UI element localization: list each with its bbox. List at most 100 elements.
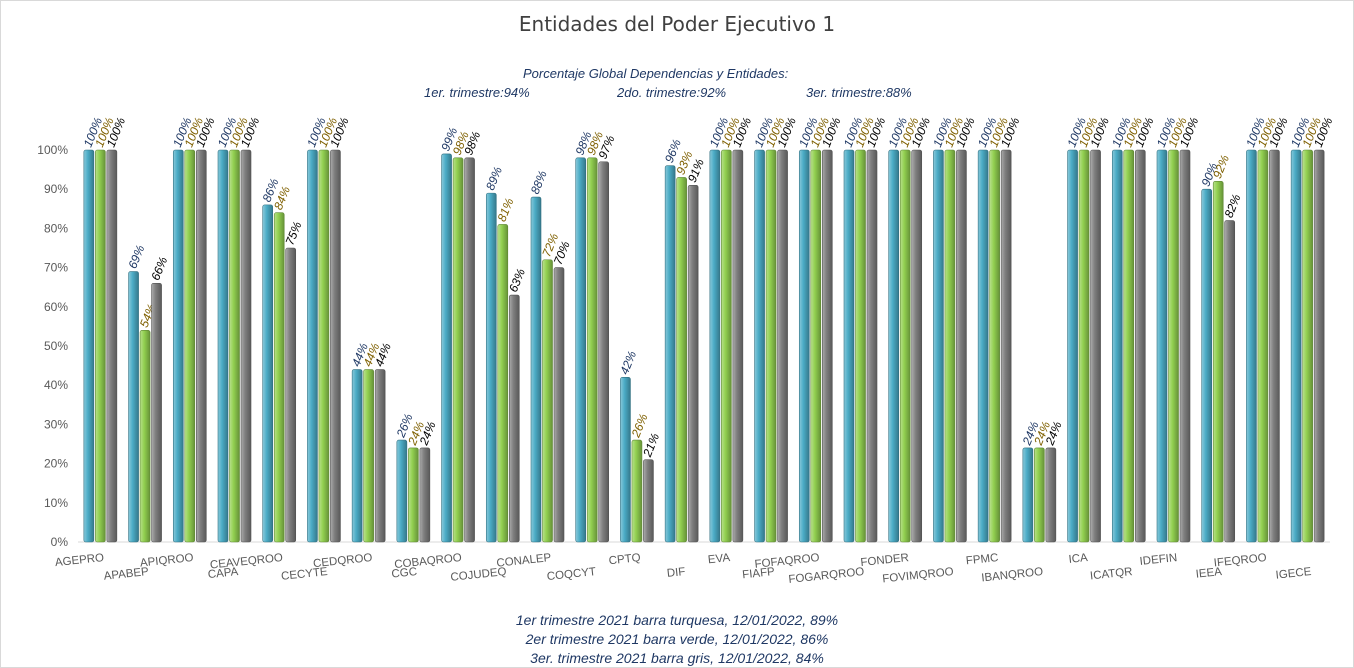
bar-ibanqroo-series-1 [1022, 447, 1034, 543]
bar-ica-series-3 [1090, 149, 1101, 543]
bar-fovimqroo-series-3 [956, 149, 967, 543]
y-tick-label: 10% [44, 496, 68, 510]
category-label: EVA [707, 552, 731, 566]
chart-title: Entidades del Poder Ejecutivo 1 [518, 12, 836, 36]
category-label: COBAQROO [394, 552, 463, 571]
bar-ieea-series-3 [1224, 220, 1236, 543]
footer-line-3: 3er. trimestre 2021 barra gris, 12/01/20… [530, 650, 824, 666]
data-label: 75% [283, 219, 305, 247]
bar-agepro-series-1 [83, 149, 95, 543]
bar-ifeqroo-series-3 [1269, 149, 1280, 543]
data-label: 69% [125, 243, 147, 271]
y-tick-label: 50% [44, 339, 68, 353]
data-label: 66% [148, 255, 170, 283]
data-label: 63% [506, 266, 528, 294]
bar-ifeqroo-series-1 [1246, 149, 1257, 543]
y-tick-label: 70% [44, 261, 68, 275]
bar-coqcyt-series-3 [598, 161, 610, 543]
category-label: FONDER [860, 552, 910, 569]
bar-cptq-series-3 [643, 459, 654, 543]
bar-conalep-series-3 [553, 267, 565, 543]
category-label: IFEQROO [1213, 552, 1267, 569]
bar-ieea-series-1 [1201, 188, 1213, 543]
bar-eva-series-3 [732, 149, 744, 543]
y-tick-label: 80% [44, 221, 68, 235]
bar-fofaqroo-series-1 [798, 149, 810, 543]
bar-fovimqroo-series-2 [944, 149, 956, 543]
category-label: FOVIMQROO [882, 566, 954, 585]
category-label: CEDQROO [313, 552, 373, 570]
bar-idefin-series-3 [1179, 149, 1191, 543]
bar-icatqr-series-3 [1134, 149, 1146, 543]
bar-icatqr-series-2 [1123, 149, 1135, 543]
summary-q1: 1er. trimestre:94% [424, 85, 530, 100]
bar-coqcyt-series-2 [586, 157, 598, 543]
y-tick-label: 40% [44, 378, 68, 392]
bar-cojudeq-series-2 [497, 224, 509, 543]
category-label: COJUDEQ [450, 566, 507, 584]
category-label: FIAFP [742, 566, 776, 581]
bar-eva-series-2 [721, 149, 732, 543]
bar-cecyte-series-2 [318, 149, 330, 543]
bar-fpmc-series-3 [1000, 149, 1012, 543]
bar-dif-series-1 [664, 165, 676, 543]
category-label: DIF [666, 566, 686, 580]
bar-cedqroo-series-1 [351, 369, 363, 543]
bar-cobaqroo-series-3 [464, 157, 475, 543]
summary-q3: 3er. trimestre:88% [806, 85, 912, 100]
bar-apiqroo-series-2 [184, 149, 196, 543]
bar-igece-series-2 [1302, 149, 1313, 543]
bar-fogarqroo-series-1 [843, 149, 855, 543]
category-label: COQCYT [546, 566, 596, 583]
y-tick-label: 30% [44, 417, 68, 431]
bar-ceaveqroo-series-3 [285, 247, 297, 543]
bar-apabep-series-3 [151, 282, 162, 543]
bar-idefin-series-1 [1156, 149, 1168, 543]
data-label: 81% [495, 196, 517, 224]
bar-cedqroo-series-2 [363, 369, 374, 543]
bar-fpmc-series-2 [989, 149, 1000, 543]
bar-cobaqroo-series-2 [452, 157, 464, 543]
bar-icatqr-series-1 [1111, 149, 1123, 543]
bar-cecyte-series-3 [330, 149, 341, 543]
y-tick-label: 90% [44, 182, 68, 196]
y-tick-label: 60% [44, 300, 68, 314]
category-label: FOFAQROO [754, 552, 820, 571]
bar-ibanqroo-series-2 [1034, 447, 1045, 543]
bar-cgc-series-3 [419, 447, 431, 543]
bar-apabep-series-1 [128, 271, 139, 543]
category-label: CONALEP [496, 552, 552, 570]
bar-fofaqroo-series-2 [810, 149, 822, 543]
bar-fogarqroo-series-3 [866, 149, 878, 543]
category-label: IGECE [1275, 566, 1312, 582]
bar-ceaveqroo-series-1 [262, 204, 274, 543]
bar-fonder-series-3 [911, 149, 923, 543]
bar-apiqroo-series-1 [172, 149, 184, 543]
bar-fovimqroo-series-1 [933, 149, 944, 543]
bar-dif-series-2 [676, 177, 687, 543]
category-label: CEAVEQROO [209, 552, 283, 572]
category-label: FOGARQROO [788, 566, 865, 586]
bar-cgc-series-1 [396, 439, 408, 543]
data-label: 88% [528, 168, 550, 196]
bar-ifeqroo-series-2 [1257, 149, 1269, 543]
data-label: 92% [1210, 153, 1232, 181]
y-tick-label: 20% [44, 457, 68, 471]
data-label: 42% [617, 349, 639, 377]
bar-coqcyt-series-1 [575, 157, 587, 543]
bar-eva-series-1 [709, 149, 721, 543]
bar-dif-series-3 [687, 184, 699, 543]
bar-capa-series-3 [240, 149, 252, 543]
data-label: 82% [1222, 192, 1244, 220]
bar-fiafp-series-2 [765, 149, 777, 543]
bar-fogarqroo-series-2 [855, 149, 866, 543]
data-label: 89% [483, 164, 505, 192]
bar-cojudeq-series-3 [508, 294, 520, 543]
bar-capa-series-1 [217, 149, 229, 543]
category-label: AGEPRO [54, 552, 104, 569]
bar-fofaqroo-series-3 [821, 149, 833, 543]
footer-line-2: 2er trimestre 2021 barra verde, 12/01/20… [525, 631, 829, 647]
summary-q2: 2do. trimestre:92% [617, 85, 727, 100]
category-label: IDEFIN [1139, 552, 1178, 568]
